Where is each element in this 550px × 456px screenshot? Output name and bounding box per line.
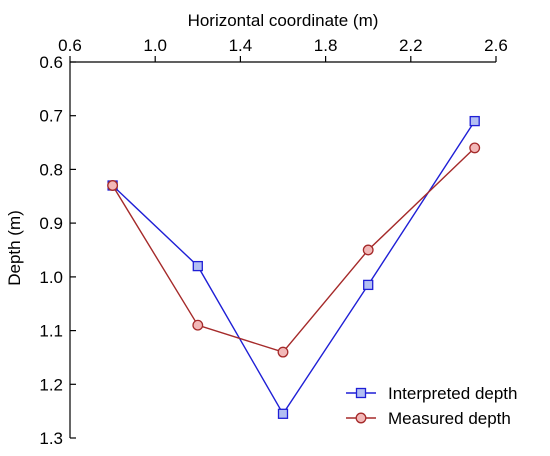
y-tick-label: 0.7 [39, 107, 63, 126]
data-point-measured [469, 142, 481, 154]
x-tick-label: 1.4 [229, 36, 253, 55]
series-layer [107, 115, 481, 419]
y-tick-label: 1.0 [39, 268, 63, 287]
data-point-measured [192, 319, 204, 331]
data-point-measured [107, 180, 119, 191]
x-axis-tick-labels: 0.6 1.0 1.4 1.8 2.2 2.6 [58, 36, 508, 55]
y-tick-label: 1.2 [39, 375, 63, 394]
x-axis-title: Horizontal coordinate (m) [188, 11, 379, 30]
legend-item-measured: Measured depth [346, 409, 511, 428]
x-tick-label: 0.6 [58, 36, 82, 55]
y-tick-label: 0.9 [39, 214, 63, 233]
series-line-measured [112, 147, 476, 353]
data-point-measured [362, 244, 374, 256]
legend-square-marker-icon [355, 387, 367, 399]
y-axis-ticks [70, 61, 76, 439]
y-tick-label: 0.8 [39, 160, 63, 179]
series-line-interpreted [112, 120, 476, 416]
data-point-interpreted [363, 279, 374, 291]
y-tick-label: 0.6 [39, 53, 63, 72]
y-axis-tick-labels: 0.6 0.7 0.8 0.9 1.0 1.1 1.2 1.3 [39, 53, 63, 448]
x-tick-label: 1.0 [143, 36, 167, 55]
x-tick-label: 1.8 [314, 36, 338, 55]
data-point-interpreted [469, 115, 480, 127]
legend-label-interpreted: Interpreted depth [388, 384, 517, 403]
legend: Interpreted depth Measured depth [346, 384, 517, 428]
x-tick-label: 2.2 [399, 36, 423, 55]
x-tick-label: 2.6 [484, 36, 508, 55]
legend-circle-marker-icon [355, 412, 367, 424]
legend-item-interpreted: Interpreted depth [346, 384, 517, 403]
data-point-interpreted [277, 408, 289, 419]
y-axis-title: Depth (m) [5, 210, 24, 286]
data-point-measured [277, 346, 289, 358]
y-tick-label: 1.1 [39, 322, 63, 341]
y-tick-label: 1.3 [39, 429, 63, 448]
x-axis-ticks [69, 56, 497, 62]
data-point-interpreted [192, 260, 203, 272]
legend-label-measured: Measured depth [388, 409, 511, 428]
